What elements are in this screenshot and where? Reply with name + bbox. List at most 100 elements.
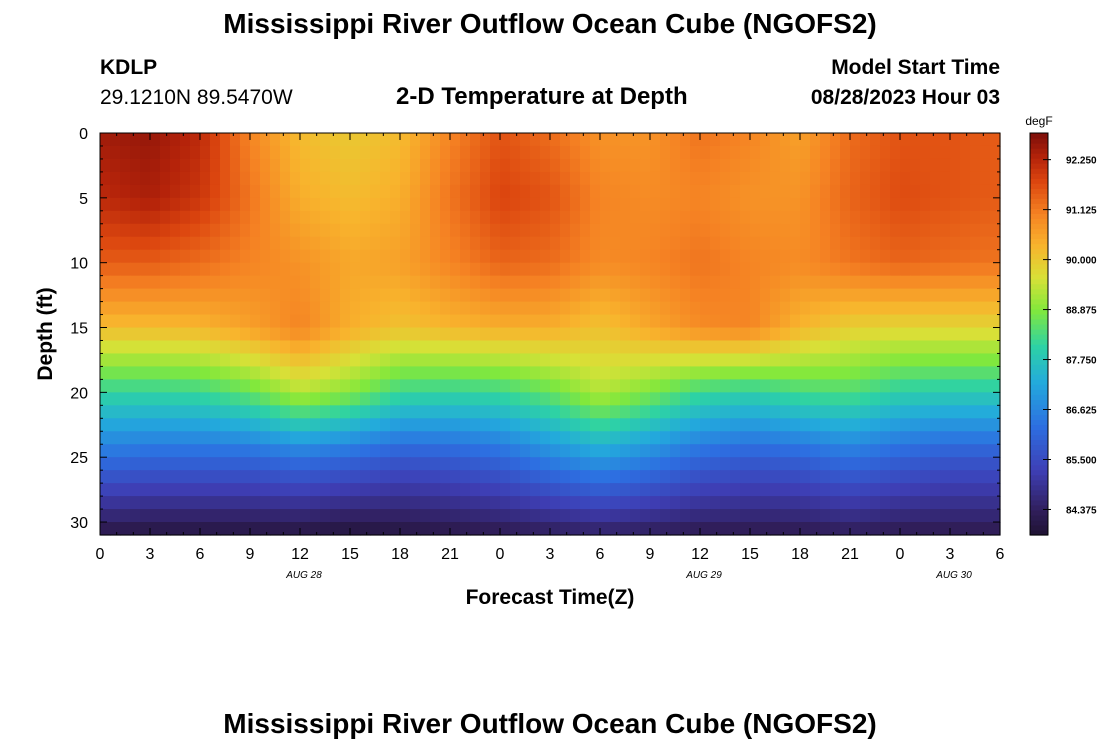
heatmap-cell — [160, 158, 171, 173]
heatmap-cell — [580, 262, 591, 277]
heatmap-cell — [150, 483, 161, 497]
heatmap-cell — [970, 418, 981, 432]
heatmap-cell — [350, 262, 361, 277]
heatmap-cell — [840, 353, 851, 368]
heatmap-cell — [480, 444, 491, 458]
heatmap-cell — [980, 197, 991, 212]
heatmap-cell — [110, 392, 121, 406]
heatmap-cell — [670, 236, 681, 251]
heatmap-cell — [370, 392, 381, 406]
heatmap-cell — [710, 405, 721, 419]
model-start-label: Model Start Time — [831, 56, 1000, 79]
heatmap-cell — [380, 522, 391, 536]
heatmap-cell — [700, 184, 711, 199]
heatmap-cell — [920, 301, 931, 316]
heatmap-cell — [220, 379, 231, 393]
heatmap-cell — [900, 353, 911, 368]
heatmap-cell — [340, 275, 351, 290]
heatmap-cell — [990, 145, 1001, 160]
heatmap-cell — [610, 158, 621, 173]
heatmap-cell — [430, 262, 441, 277]
colorbar-segment — [1030, 293, 1048, 300]
heatmap-cell — [600, 262, 611, 277]
heatmap-cell — [680, 353, 691, 368]
heatmap-cell — [890, 275, 901, 290]
heatmap-cell — [950, 262, 961, 277]
heatmap-cell — [710, 236, 721, 251]
heatmap-cell — [770, 236, 781, 251]
heatmap-cell — [950, 509, 961, 523]
heatmap-cell — [320, 184, 331, 199]
heatmap-cell — [290, 522, 301, 536]
heatmap-cell — [950, 340, 961, 355]
heatmap-cell — [150, 353, 161, 368]
heatmap-cell — [400, 171, 411, 186]
heatmap-cell — [600, 288, 611, 303]
heatmap-cell — [230, 509, 241, 523]
heatmap-cell — [190, 392, 201, 406]
heatmap-cell — [390, 509, 401, 523]
heatmap-cell — [900, 197, 911, 212]
heatmap-cell — [540, 145, 551, 160]
colorbar-segment — [1030, 253, 1048, 260]
heatmap-cell — [260, 158, 271, 173]
heatmap-cell — [340, 340, 351, 355]
heatmap-cell — [720, 314, 731, 329]
heatmap-cell — [820, 379, 831, 393]
heatmap-cell — [210, 210, 221, 225]
heatmap-cell — [400, 314, 411, 329]
heatmap-cell — [450, 509, 461, 523]
heatmap-cell — [480, 197, 491, 212]
heatmap-cell — [470, 236, 481, 251]
heatmap-cell — [200, 184, 211, 199]
heatmap-cell — [660, 353, 671, 368]
heatmap-cell — [240, 210, 251, 225]
heatmap-cell — [690, 457, 701, 471]
heatmap-cell — [130, 327, 141, 342]
heatmap-cell — [470, 496, 481, 510]
heatmap-cell — [340, 418, 351, 432]
heatmap-cell — [630, 366, 641, 380]
heatmap-cell — [450, 210, 461, 225]
heatmap-cell — [430, 327, 441, 342]
heatmap-cell — [530, 275, 541, 290]
heatmap-cell — [200, 431, 211, 445]
heatmap-cell — [230, 483, 241, 497]
heatmap-cell — [120, 509, 131, 523]
heatmap-cell — [860, 405, 871, 419]
date-label: AUG 30 — [935, 570, 972, 581]
heatmap-cell — [110, 522, 121, 536]
heatmap-cell — [650, 236, 661, 251]
heatmap-cell — [730, 366, 741, 380]
heatmap-cell — [380, 418, 391, 432]
heatmap-cell — [530, 249, 541, 264]
colorbar-segment — [1030, 153, 1048, 159]
heatmap-cell — [890, 509, 901, 523]
heatmap-cell — [590, 379, 601, 393]
heatmap-cell — [230, 314, 241, 329]
heatmap-cell — [170, 223, 181, 238]
heatmap-cell — [940, 223, 951, 238]
heatmap-cell — [590, 366, 601, 380]
heatmap-cell — [650, 314, 661, 329]
heatmap-cell — [430, 249, 441, 264]
heatmap-cell — [150, 522, 161, 536]
heatmap-cell — [810, 236, 821, 251]
heatmap-cell — [660, 184, 671, 199]
heatmap-cell — [210, 158, 221, 173]
heatmap-cell — [520, 223, 531, 238]
heatmap-cell — [140, 223, 151, 238]
heatmap-cell — [700, 197, 711, 212]
heatmap-cell — [220, 223, 231, 238]
heatmap-cell — [250, 522, 261, 536]
heatmap-cell — [840, 262, 851, 277]
heatmap-cell — [300, 509, 311, 523]
heatmap-cell — [440, 197, 451, 212]
heatmap-cell — [520, 210, 531, 225]
heatmap-cell — [920, 171, 931, 186]
heatmap-cell — [520, 483, 531, 497]
heatmap-cell — [840, 184, 851, 199]
heatmap-cell — [300, 353, 311, 368]
heatmap-cell — [580, 327, 591, 342]
heatmap-cell — [940, 210, 951, 225]
